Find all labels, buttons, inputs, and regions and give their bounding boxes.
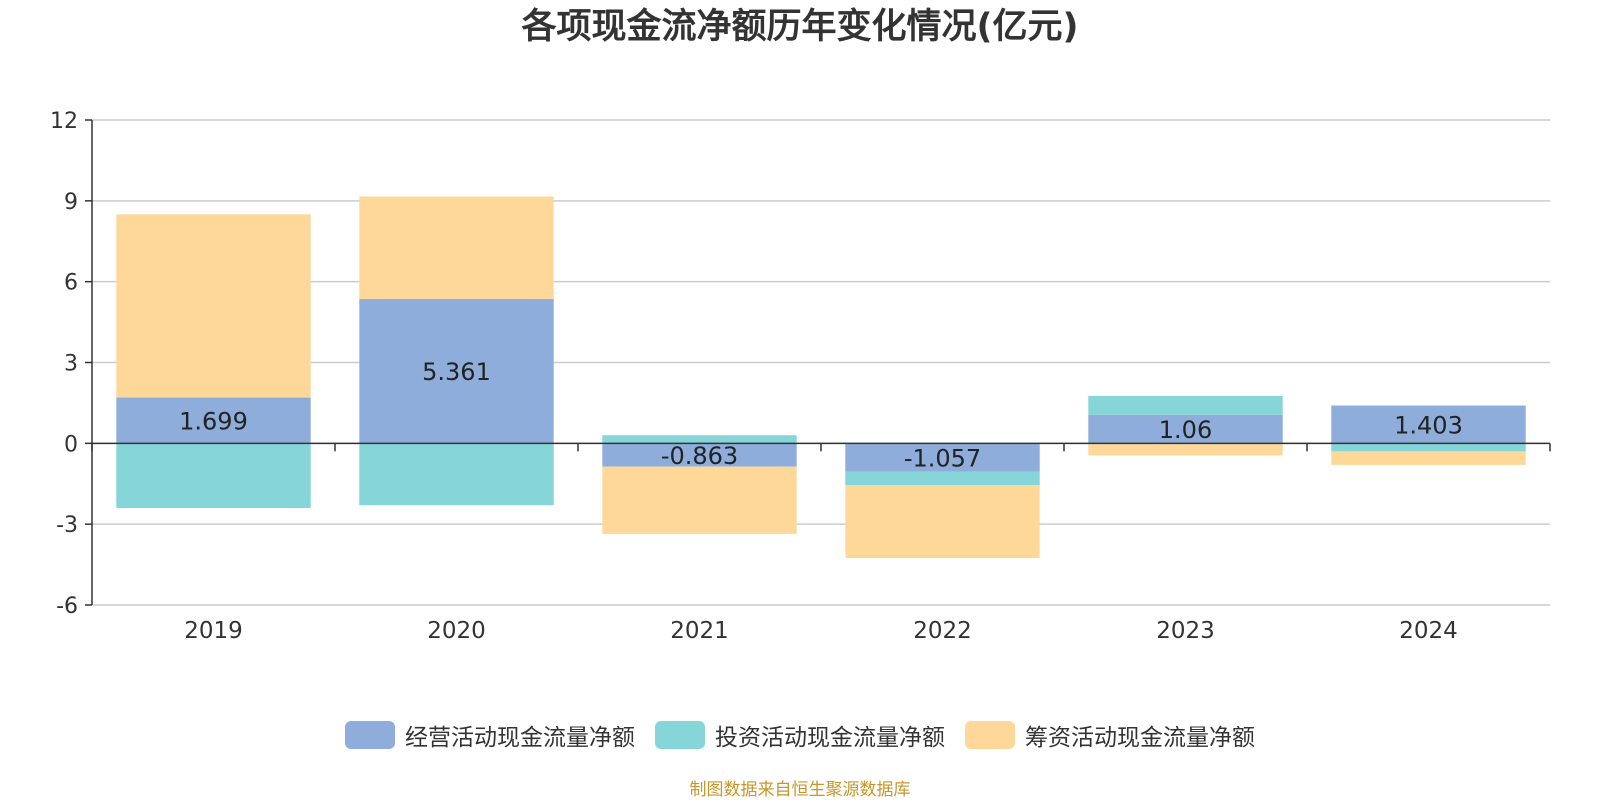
y-tick-label: -6: [56, 594, 78, 619]
bar-series-2-2024: [1331, 451, 1526, 465]
y-tick-label: 0: [64, 432, 78, 457]
data-label: 1.403: [1394, 411, 1463, 439]
grid-layer: [92, 119, 1550, 606]
chart-title: 各项现金流净额历年变化情况(亿元): [521, 7, 1079, 47]
data-label: -0.863: [661, 442, 738, 470]
y-tick-label: -3: [56, 513, 78, 538]
legend-item-1[interactable]: 投资活动现金流量净额: [655, 718, 945, 752]
bar-series-2-2020: [359, 196, 554, 299]
x-tick-label: 2023: [1156, 618, 1215, 644]
legend-label: 筹资活动现金流量净额: [1025, 725, 1255, 751]
bar-series-0-2022: [845, 443, 1040, 472]
x-tick-label: 2022: [913, 618, 972, 644]
bar-series-1-2020: [359, 443, 554, 506]
bar-series-0-2020: [359, 298, 554, 444]
bar-series-2-2019: [116, 214, 311, 398]
bar-series-1-2021: [602, 435, 797, 444]
legend-label: 投资活动现金流量净额: [715, 725, 945, 751]
bar-series-2-2021: [602, 466, 797, 534]
legend-item-2[interactable]: 筹资活动现金流量净额: [965, 718, 1255, 752]
bar-series-1-2024: [1331, 443, 1526, 452]
legend-item-0[interactable]: 经营活动现金流量净额: [345, 718, 635, 752]
x-tick-label: 2024: [1399, 618, 1458, 644]
x-tick-label: 2020: [427, 618, 486, 644]
bar-series-2-2023: [1088, 443, 1283, 456]
y-tick-label: 6: [64, 271, 78, 296]
data-label: 1.699: [179, 407, 248, 435]
label-layer: 1.699 5.361 -0.863 -1.057 1.06 1.403: [179, 358, 1463, 472]
bar-series-2-2022: [845, 485, 1040, 559]
legend-label: 经营活动现金流量净额: [405, 725, 635, 751]
legend-swatch: [345, 721, 395, 749]
bar-series-0-2023: [1088, 414, 1283, 444]
bar-series-0-2024: [1331, 405, 1526, 444]
bar-series-1-2022: [845, 471, 1040, 486]
x-tick-label: 2021: [670, 618, 729, 644]
y-tick-label: 9: [64, 190, 78, 215]
bar-layer: [116, 196, 1526, 559]
y-tick-label: 3: [64, 352, 78, 377]
legend: 经营活动现金流量净额 投资活动现金流量净额 筹资活动现金流量净额: [0, 718, 1600, 752]
legend-swatch: [965, 721, 1015, 749]
bar-series-1-2023: [1088, 395, 1283, 415]
bar-series-1-2019: [116, 443, 311, 508]
data-label: 5.361: [422, 358, 491, 386]
data-label: -1.057: [904, 445, 981, 473]
data-label: 1.06: [1159, 416, 1212, 444]
axis-layer: 12 9 6 3 0 -3 -6 2019 2020 2021 2022 2023 2024: [50, 109, 1551, 644]
x-tick-label: 2019: [184, 618, 243, 644]
bar-series-0-2019: [116, 397, 311, 444]
y-tick-label: 12: [50, 109, 78, 134]
legend-swatch: [655, 721, 705, 749]
bar-series-0-2021: [602, 443, 797, 467]
source-note: 制图数据来自恒生聚源数据库: [689, 780, 911, 800]
